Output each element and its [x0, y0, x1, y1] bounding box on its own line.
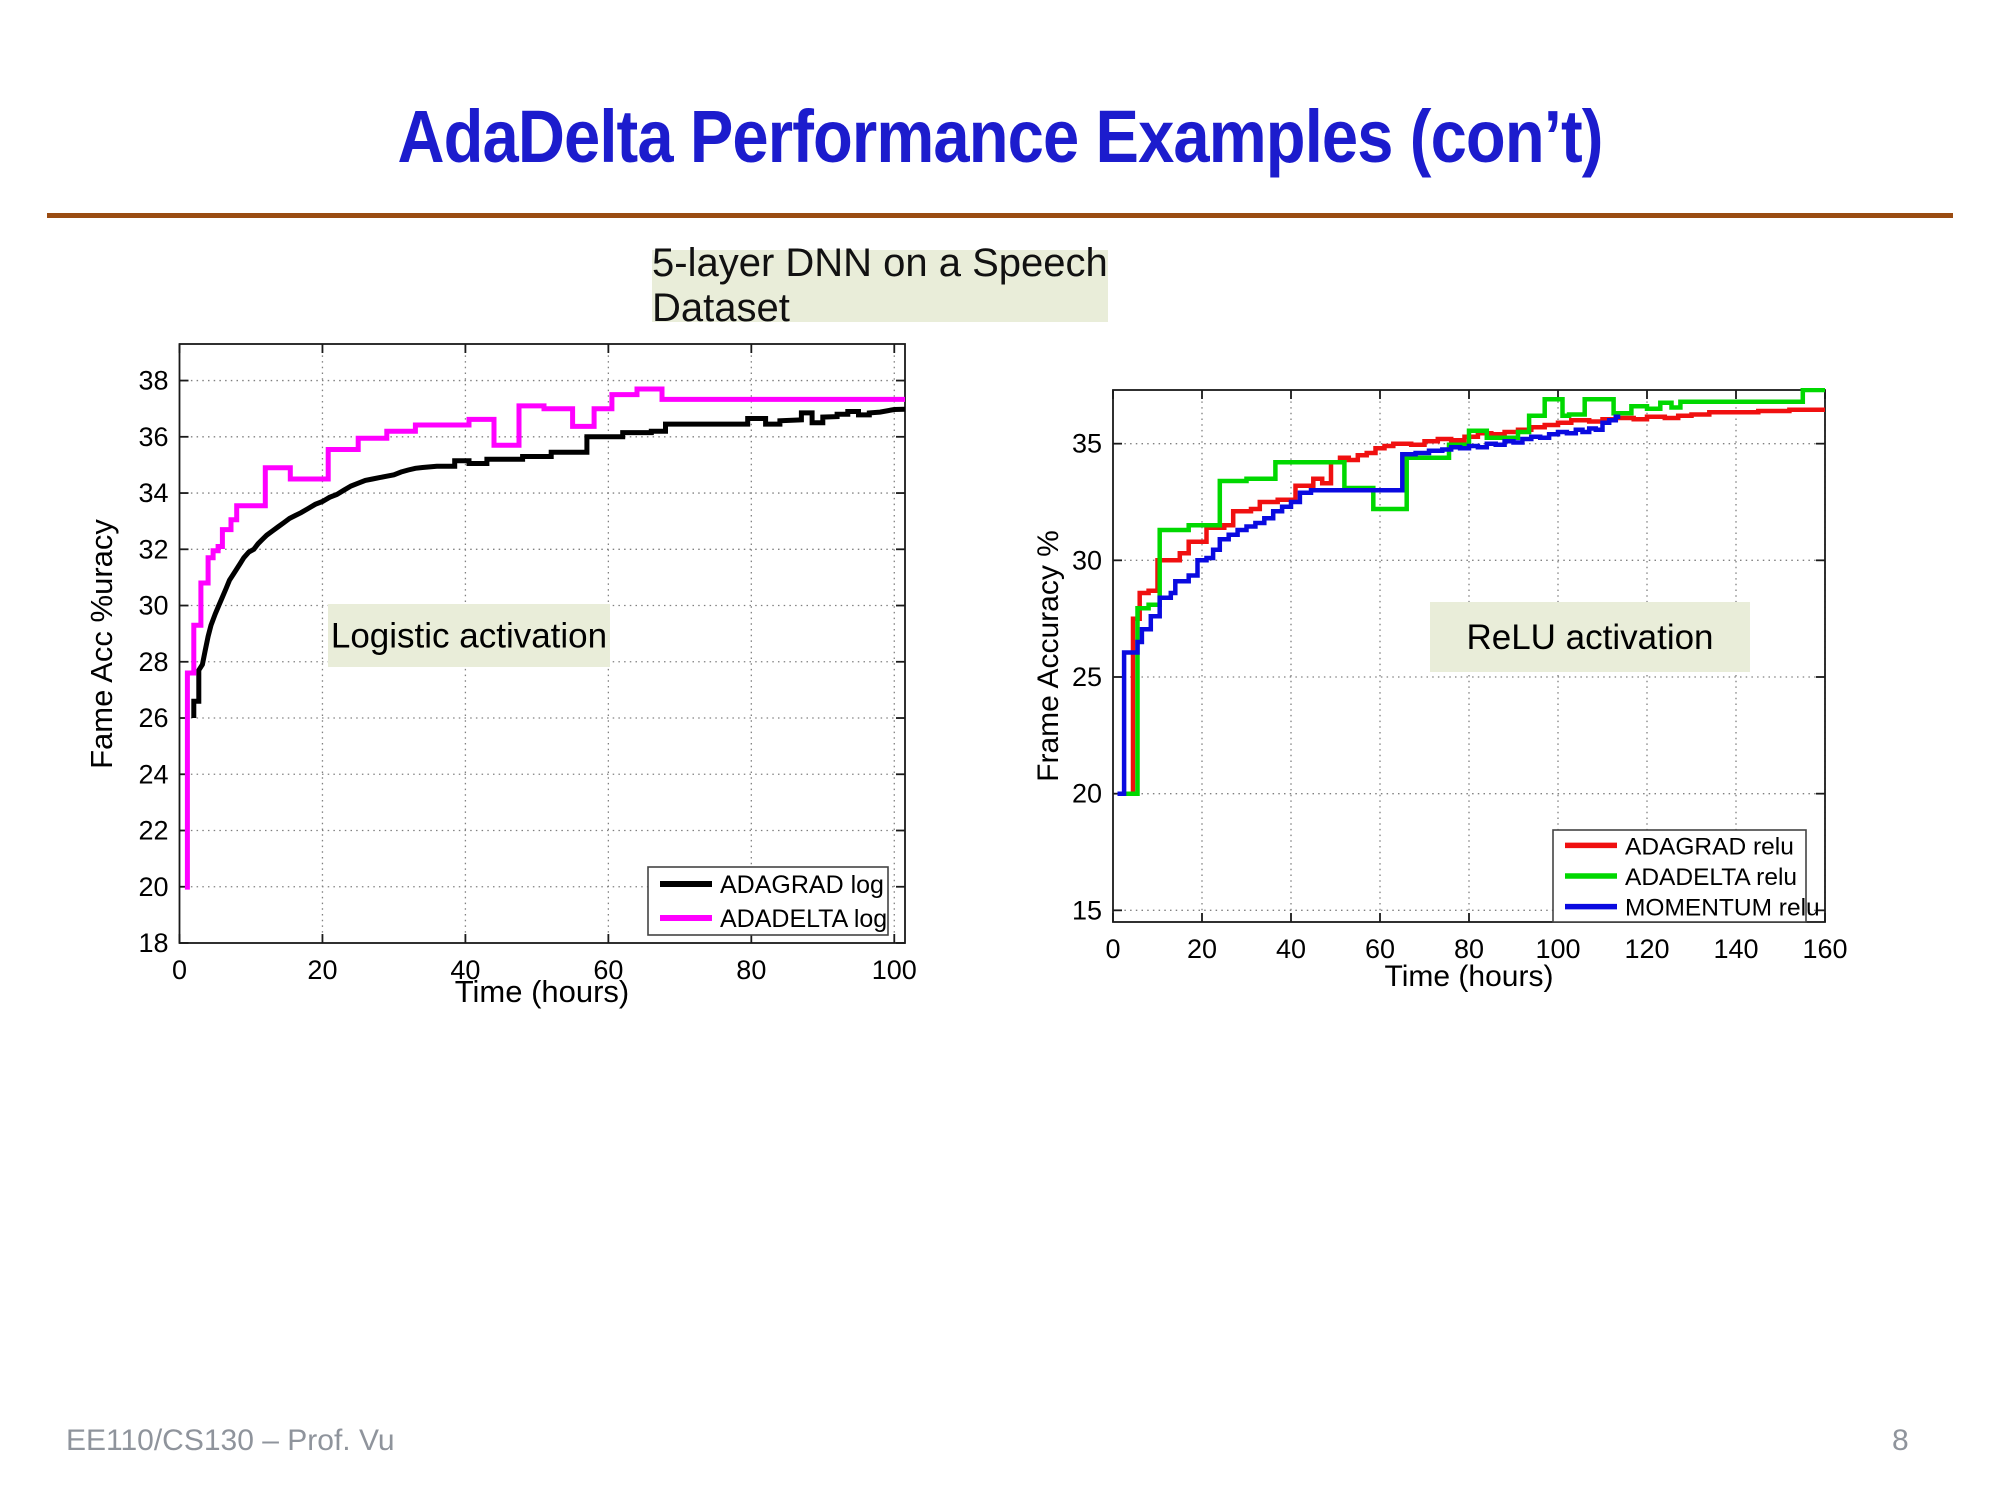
- footer-course: EE110/CS130 – Prof. Vu: [66, 1424, 395, 1457]
- xtick-label-60: 60: [593, 955, 623, 985]
- ytick-label-18: 18: [138, 928, 168, 958]
- legend-label-1: ADADELTA relu: [1625, 864, 1797, 891]
- tick-marks: [178, 344, 905, 944]
- xtick-label-140: 140: [1713, 934, 1758, 964]
- series-adagrad-log: [191, 406, 906, 718]
- legend-label-2: MOMENTUM relu: [1625, 895, 1820, 922]
- xaxis-label: Time (hours): [1385, 960, 1554, 993]
- series-adagrad-relu: [1119, 407, 1825, 796]
- legend-logistic: ADAGRAD log ADADELTA log: [647, 866, 889, 936]
- axes-frame: [178, 343, 906, 944]
- xtick-label-80: 80: [736, 955, 766, 985]
- xtick-label-80: 80: [1454, 934, 1484, 964]
- series-adadelta-relu: [1121, 388, 1825, 796]
- annotation-logistic: Logistic activation: [328, 604, 610, 667]
- ytick-label-30: 30: [138, 591, 168, 621]
- ytick-label-20: 20: [1072, 779, 1102, 809]
- annotation-box: [1430, 602, 1750, 672]
- annotation-relu: ReLU activation: [1430, 602, 1750, 672]
- yaxis-label: Fame Acc %uracy: [84, 519, 119, 769]
- ytick-label-25: 25: [1072, 662, 1102, 692]
- xtick-label-60: 60: [1365, 934, 1395, 964]
- xtick-label-100: 100: [872, 955, 917, 985]
- page-number: 8: [1892, 1424, 1909, 1457]
- divider-rule: [47, 213, 1953, 218]
- chart-relu: 0 20 40 60 80 100 120 140 160 15 20 25 30 35 Time (hou…: [1032, 388, 1848, 993]
- xtick-label-100: 100: [1535, 934, 1580, 964]
- ytick-label-28: 28: [138, 647, 168, 677]
- chart-logistic: 0 20 40 60 80 100 18 20 22 24 26 28 30 32 34 36 38 Time (…: [84, 343, 917, 1009]
- ytick-label-35: 35: [1072, 429, 1102, 459]
- ytick-label-36: 36: [138, 422, 168, 452]
- legend-box: [647, 866, 889, 936]
- ytick-label-26: 26: [138, 703, 168, 733]
- xtick-label-120: 120: [1624, 934, 1669, 964]
- xtick-label-20: 20: [1187, 934, 1217, 964]
- legend-label-0: ADAGRAD log: [720, 871, 884, 899]
- xtick-label-160: 160: [1802, 934, 1847, 964]
- series-adadelta-log: [184, 386, 905, 890]
- ytick-label-20: 20: [138, 872, 168, 902]
- ytick-label-34: 34: [138, 478, 168, 508]
- xtick-label-40: 40: [450, 955, 480, 985]
- ytick-label-24: 24: [138, 759, 168, 789]
- annotation-label: ReLU activation: [1466, 618, 1713, 657]
- ytick-label-22: 22: [138, 816, 168, 846]
- legend-label-0: ADAGRAD relu: [1625, 833, 1794, 860]
- xtick-label-20: 20: [307, 955, 337, 985]
- yaxis-label: Frame Accuracy %: [1032, 530, 1065, 782]
- series-group: [184, 386, 906, 890]
- ytick-label-38: 38: [138, 366, 168, 396]
- xtick-label-40: 40: [1276, 934, 1306, 964]
- series-momentum-relu: [1117, 414, 1621, 796]
- legend-label-1: ADADELTA log: [720, 905, 887, 933]
- dataset-label: 5-layer DNN on a Speech Dataset: [652, 241, 1108, 330]
- ytick-label-15: 15: [1072, 895, 1102, 925]
- xaxis-label: Time (hours): [455, 974, 630, 1009]
- annotation-box: [328, 604, 610, 667]
- xtick-label-0: 0: [1105, 934, 1120, 964]
- ytick-label-30: 30: [1072, 545, 1102, 575]
- xtick-label-0: 0: [172, 955, 187, 985]
- series-group: [1117, 388, 1825, 796]
- ytick-label-32: 32: [138, 534, 168, 564]
- legend-relu: ADAGRAD relu ADADELTA relu MOMENTUM relu: [1552, 829, 1820, 923]
- dataset-label-box: 5-layer DNN on a Speech Dataset: [652, 241, 1108, 330]
- annotation-label: Logistic activation: [331, 617, 607, 656]
- slide-title: AdaDelta Performance Examples (con’t): [397, 94, 1603, 178]
